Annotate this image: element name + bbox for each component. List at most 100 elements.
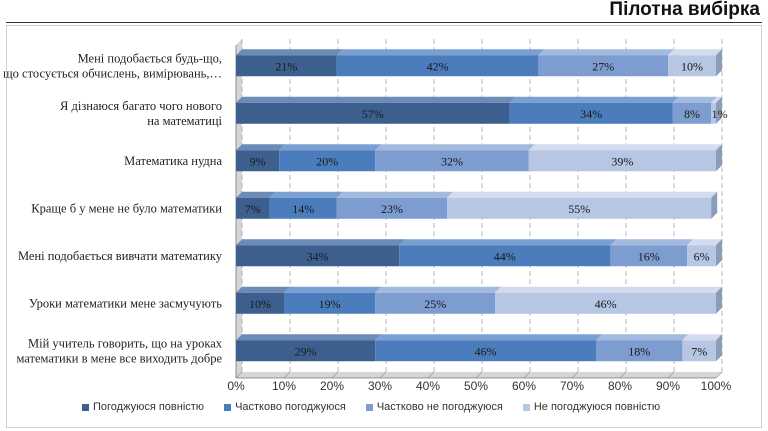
bar-segment-top bbox=[495, 286, 722, 293]
gridline-floor bbox=[283, 371, 291, 379]
legend-item: Не погоджуюся повністю bbox=[522, 401, 661, 413]
bar-segment-top bbox=[538, 49, 674, 56]
legend-swatch bbox=[522, 403, 530, 411]
value-label: 8% bbox=[684, 107, 700, 121]
bar-segment bbox=[687, 245, 716, 267]
bar-end-side bbox=[711, 191, 718, 219]
x-tick-label: 20% bbox=[320, 379, 344, 393]
value-label: 46% bbox=[595, 297, 617, 311]
bar-segment bbox=[682, 340, 716, 362]
bar-segment-top bbox=[375, 334, 602, 341]
value-label: 10% bbox=[249, 297, 271, 311]
bar-segment bbox=[236, 340, 376, 362]
value-label: 10% bbox=[681, 59, 703, 73]
bar-end-side bbox=[716, 144, 722, 172]
legend-item: Частково погоджуюся bbox=[224, 401, 346, 413]
bar-segment bbox=[447, 197, 712, 219]
category-label: Уроки математики мене засмучують bbox=[29, 296, 222, 310]
category-label: Краще б у мене не було математики bbox=[31, 201, 222, 215]
bar-segment-top bbox=[336, 49, 545, 56]
category-label: Мені подобається будь-що, що стосується о… bbox=[3, 51, 222, 80]
bar-segment-top bbox=[236, 49, 343, 56]
gridline-floor bbox=[427, 371, 435, 379]
gridline-floor bbox=[667, 371, 675, 379]
value-label: 7% bbox=[691, 344, 707, 358]
x-tick-label: 100% bbox=[701, 379, 732, 393]
bar-segment bbox=[336, 197, 448, 219]
value-label: 7% bbox=[245, 202, 261, 216]
value-label: 34% bbox=[307, 249, 329, 263]
bar-segment bbox=[236, 292, 284, 314]
bar-segment-top bbox=[447, 191, 718, 198]
value-label: 19% bbox=[319, 297, 341, 311]
bar-segment bbox=[375, 340, 596, 362]
x-tick-label: 70% bbox=[560, 379, 584, 393]
bar-segment-top bbox=[596, 334, 689, 341]
bar-end-side bbox=[716, 286, 722, 314]
category-label-line: Мені подобається будь-що, bbox=[78, 51, 222, 65]
value-label: 21% bbox=[275, 59, 297, 73]
bar-segment bbox=[279, 150, 376, 172]
gridline-floor bbox=[715, 371, 723, 379]
x-tick-label: 0% bbox=[227, 379, 245, 393]
x-tick-label: 60% bbox=[512, 379, 536, 393]
gridline-floor bbox=[235, 371, 243, 379]
value-label: 39% bbox=[611, 154, 633, 168]
bar-segment-top bbox=[336, 191, 454, 198]
bar-segment bbox=[284, 292, 376, 314]
legend-label: Частково не погоджуюся bbox=[376, 401, 503, 413]
x-tick-label: 10% bbox=[272, 379, 296, 393]
bar-segment bbox=[509, 102, 673, 124]
value-label: 23% bbox=[381, 202, 403, 216]
value-label: 46% bbox=[475, 344, 497, 358]
value-label: 16% bbox=[638, 249, 660, 263]
title-divider bbox=[6, 22, 762, 23]
bar-segment bbox=[538, 55, 668, 77]
value-label: 32% bbox=[441, 154, 463, 168]
bar-segment bbox=[495, 292, 716, 314]
bar-segment bbox=[528, 150, 716, 172]
bar-segment bbox=[236, 55, 337, 77]
bar-segment-top bbox=[236, 144, 286, 151]
value-label: 20% bbox=[316, 154, 338, 168]
legend-swatch bbox=[365, 403, 373, 411]
bar-segment bbox=[236, 197, 270, 219]
bar-segment bbox=[375, 292, 496, 314]
category-label: Математика нудна bbox=[124, 154, 222, 168]
bar-segment bbox=[596, 340, 683, 362]
value-label: 6% bbox=[694, 249, 710, 263]
category-label-line: Мій учитель говорить, що на уроках bbox=[28, 336, 223, 350]
value-label: 27% bbox=[592, 59, 614, 73]
legend-item: Частково не погоджуюся bbox=[365, 401, 503, 413]
category-label: Я дізнаюся багато чого нового на математи… bbox=[60, 99, 222, 128]
category-label-line: математики в мене все виходить добре bbox=[16, 351, 222, 365]
bar-end-side bbox=[716, 334, 722, 362]
x-tick-label: 90% bbox=[656, 379, 680, 393]
bar-segment-top bbox=[375, 286, 502, 293]
bar-segment bbox=[610, 245, 688, 267]
x-tick-label: 40% bbox=[416, 379, 440, 393]
bar-segment-top bbox=[610, 239, 694, 246]
value-label: 9% bbox=[250, 154, 266, 168]
gridline-floor bbox=[379, 371, 387, 379]
value-label: 1% bbox=[712, 107, 728, 121]
bar-segment-top bbox=[284, 286, 382, 293]
gridline-floor bbox=[331, 371, 339, 379]
bar-segment-top bbox=[672, 96, 718, 103]
category-label-line: Краще б у мене не було математики bbox=[31, 201, 222, 215]
category-label-line: що стосується обчислень, вимірювань,… bbox=[3, 66, 222, 80]
value-label: 57% bbox=[362, 107, 384, 121]
bar-segment-top bbox=[269, 191, 343, 198]
legend-label: Не погоджуюся повністю bbox=[533, 401, 661, 413]
gridline-floor bbox=[619, 371, 627, 379]
x-tick-label: 30% bbox=[368, 379, 392, 393]
bar-segment bbox=[269, 197, 337, 219]
bar-segment-top bbox=[236, 334, 382, 341]
bar-end-side bbox=[716, 239, 722, 267]
page-title: Пілотна вибірка bbox=[609, 0, 760, 20]
bar-segment-top bbox=[279, 144, 382, 151]
category-label: Мені подобається вивчати математику bbox=[18, 249, 223, 263]
bar-segment-top bbox=[236, 191, 276, 198]
bar-segment-top bbox=[236, 239, 406, 246]
